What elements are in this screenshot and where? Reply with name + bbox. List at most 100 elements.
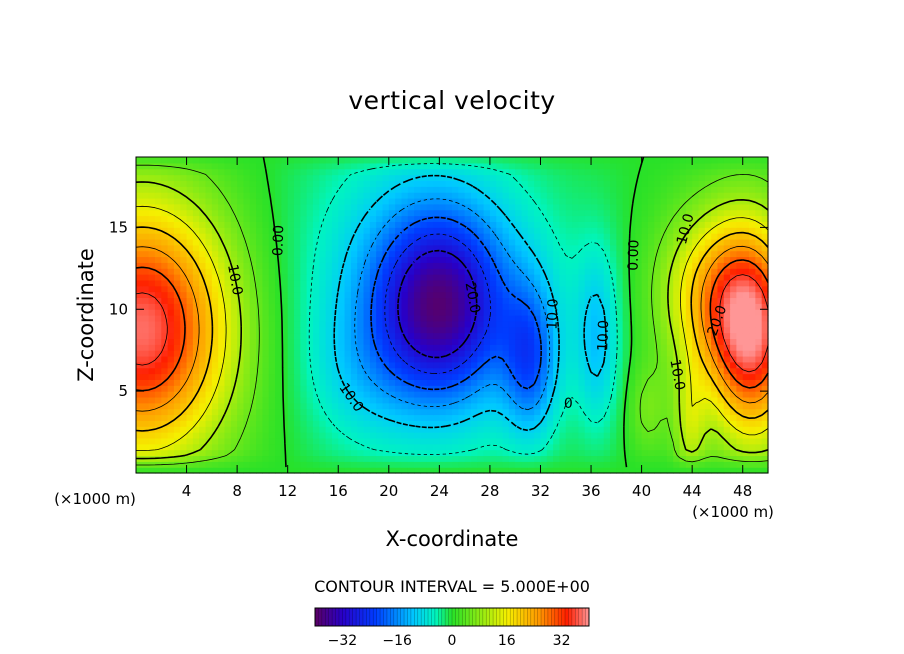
field-cell xyxy=(420,262,428,269)
field-cell xyxy=(148,461,156,468)
field-cell xyxy=(192,227,200,234)
field-cell xyxy=(249,373,257,380)
field-cell xyxy=(256,420,263,427)
field-cell xyxy=(439,180,447,187)
field-cell xyxy=(300,279,308,287)
field-cell xyxy=(237,385,245,392)
field-cell xyxy=(268,326,276,334)
field-cell xyxy=(616,408,624,416)
field-cell xyxy=(527,443,535,451)
field-cell xyxy=(603,320,611,328)
field-cell xyxy=(218,391,226,398)
field-cell xyxy=(723,268,731,275)
field-cell xyxy=(173,303,181,310)
field-cell xyxy=(635,262,643,269)
field-cell xyxy=(401,238,409,246)
field-cell xyxy=(477,315,485,322)
field-cell xyxy=(673,338,681,345)
field-cell xyxy=(679,408,687,416)
field-cell xyxy=(243,238,251,246)
field-cell xyxy=(610,279,617,287)
field-cell xyxy=(502,443,510,451)
field-cell xyxy=(414,449,421,457)
field-cell xyxy=(357,355,365,363)
field-cell xyxy=(483,379,491,386)
field-cell xyxy=(262,197,270,205)
field-cell xyxy=(546,238,554,246)
field-cell xyxy=(470,197,478,205)
field-cell xyxy=(761,350,769,357)
field-cell xyxy=(306,367,314,375)
field-cell xyxy=(597,350,605,357)
field-cell xyxy=(654,315,662,322)
field-cell xyxy=(350,379,358,386)
field-cell xyxy=(388,449,396,457)
field-cell xyxy=(755,391,763,398)
field-cell xyxy=(154,279,162,287)
field-cell xyxy=(300,461,308,468)
field-cell xyxy=(243,320,251,328)
field-cell xyxy=(148,297,156,304)
field-cell xyxy=(224,461,232,468)
field-cell xyxy=(192,437,200,445)
field-cell xyxy=(515,355,523,363)
field-cell xyxy=(148,303,156,310)
field-cell xyxy=(723,396,731,404)
field-cell xyxy=(489,227,497,234)
field-cell xyxy=(401,315,409,322)
field-cell xyxy=(395,402,403,410)
field-cell xyxy=(717,437,725,445)
field-cell xyxy=(249,379,257,386)
field-cell xyxy=(673,238,681,246)
field-cell xyxy=(761,315,769,322)
field-cell xyxy=(673,297,681,304)
field-cell xyxy=(300,455,308,462)
field-cell xyxy=(230,197,238,205)
field-cell xyxy=(502,391,510,398)
field-cell xyxy=(704,233,712,240)
field-cell xyxy=(647,338,655,345)
field-cell xyxy=(344,209,352,217)
field-cell xyxy=(534,244,542,252)
field-cell xyxy=(565,455,573,462)
field-cell xyxy=(136,180,143,187)
field-cell xyxy=(199,350,207,357)
field-cell xyxy=(666,197,674,205)
field-cell xyxy=(369,297,377,304)
field-cell xyxy=(224,443,232,451)
field-cell xyxy=(508,432,516,439)
field-cell xyxy=(319,437,327,445)
field-cell xyxy=(218,315,226,322)
field-cell xyxy=(357,326,365,334)
field-cell xyxy=(730,414,737,421)
field-cell xyxy=(211,461,219,468)
field-cell xyxy=(426,432,434,439)
field-cell xyxy=(230,361,238,369)
field-cell xyxy=(483,467,491,474)
field-cell xyxy=(218,309,226,316)
field-cell xyxy=(256,309,263,316)
field-cell xyxy=(426,320,434,328)
field-cell xyxy=(515,432,523,439)
field-cell xyxy=(666,420,674,427)
field-cell xyxy=(616,279,624,287)
field-cell xyxy=(173,297,181,304)
field-cell xyxy=(723,332,731,340)
field-cell xyxy=(666,285,674,293)
field-cell xyxy=(186,402,194,410)
field-cell xyxy=(319,426,327,433)
field-cell xyxy=(306,192,314,199)
field-cell xyxy=(199,221,207,228)
field-cell xyxy=(654,279,662,287)
field-cell xyxy=(388,467,396,474)
field-cell xyxy=(338,385,346,392)
field-cell xyxy=(717,402,725,410)
field-cell xyxy=(287,437,295,445)
field-cell xyxy=(749,250,756,258)
field-cell xyxy=(350,408,358,416)
field-cell xyxy=(692,455,700,462)
field-cell xyxy=(610,197,617,205)
field-cell xyxy=(205,408,213,416)
field-cell xyxy=(654,227,662,234)
field-cell xyxy=(584,197,592,205)
